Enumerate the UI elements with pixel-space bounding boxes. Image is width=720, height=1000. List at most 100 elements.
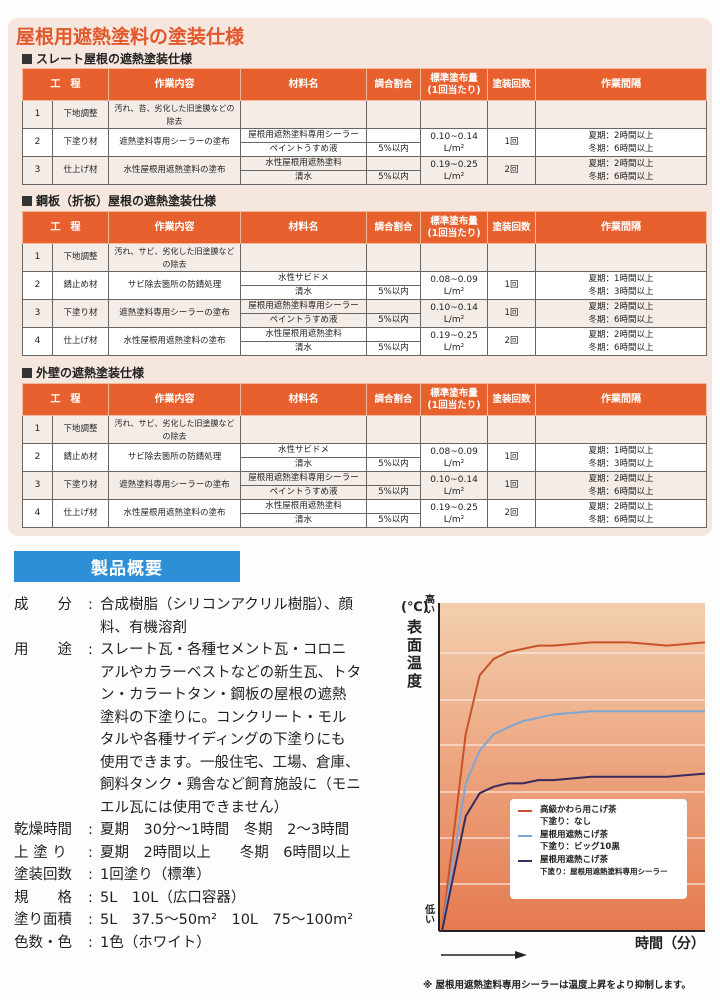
step-work: サビ除去箇所の防錆処理 [108, 443, 241, 472]
work-interval: 夏期：1時間以上 冬期：3時間以上 [535, 443, 707, 472]
work-interval: 夏期：2時間以上 冬期：6時間以上 [535, 327, 707, 356]
step-name: 錆止め材 [52, 271, 109, 300]
step-work: サビ除去箇所の防錆処理 [108, 271, 241, 300]
section-heading-slate: スレート屋根の遮熱塗装仕様 [22, 50, 192, 67]
product-spec-list: 成 分: 合成樹脂（シリコンアクリル樹脂）、顔 料、有機溶剤 用 途: スレート… [14, 594, 394, 954]
header-material: 材料名 [240, 68, 367, 101]
table-header-row: 工 程作業内容 材料名 調合割合 標準塗布量 (1回当たり) 塗装回数 作業間隔 [22, 383, 707, 416]
spec-row-composition: 成 分: 合成樹脂（シリコンアクリル樹脂）、顔 料、有機溶剤 [14, 597, 354, 636]
step-number: 3 [22, 471, 53, 500]
material-name: 水性屋根用遮熱塗料 [240, 156, 367, 171]
spec-row-coverage: 塗り面積: 5L 37.5～50m² 10L 75～100m² [14, 912, 354, 928]
material-name: 水性サビドメ [240, 271, 367, 286]
header-ratio: 調合割合 [366, 68, 421, 101]
step-name: 下地調整 [52, 243, 109, 272]
mix-ratio: 5%以内 [366, 341, 421, 356]
x-axis-label: 時間（分） [635, 936, 705, 952]
step-number: 3 [22, 156, 53, 185]
header-material: 材料名 [240, 383, 367, 416]
table-row: 4 仕上げ材 水性屋根用遮熱塗料の塗布 水性屋根用遮熱塗料 0.19~0.25 L/m² 2… [22, 499, 707, 528]
mix-ratio [366, 471, 421, 486]
work-interval: 夏期：2時間以上 冬期：6時間以上 [535, 128, 707, 157]
legend-swatch [518, 860, 532, 862]
mix-ratio [366, 443, 421, 458]
material-name: 清水 [240, 341, 367, 356]
square-bullet-icon [22, 195, 32, 206]
material-name: 清水 [240, 513, 367, 528]
step-number: 1 [22, 100, 53, 129]
chart-footnote: ※ 屋根用遮熱塗料専用シーラーは温度上昇をより抑制します。 [423, 980, 691, 991]
step-name: 下塗り材 [52, 471, 109, 500]
coverage-amount: 0.08~0.09 L/m² [420, 271, 488, 300]
table-row: 3 下塗り材 遮熱塗料専用シーラーの塗布 屋根用遮熱塗料専用シーラー 0.10~0.14… [22, 471, 707, 500]
material-name: 水性屋根用遮熱塗料 [240, 327, 367, 342]
header-amount: 標準塗布量 (1回当たり) [420, 383, 488, 416]
mix-ratio [366, 156, 421, 171]
header-ratio: 調合割合 [366, 383, 421, 416]
mix-ratio [366, 327, 421, 342]
table-row: 2 下塗り材 遮熱塗料専用シーラーの塗布 屋根用遮熱塗料専用シーラー 0.10~0.14… [22, 128, 707, 157]
step-number: 2 [22, 271, 53, 300]
spec-row-coat-count: 塗装回数: 1回塗り（標準） [14, 867, 211, 883]
work-interval: 夏期：2時間以上 冬期：6時間以上 [535, 156, 707, 185]
y-axis-low-label: 低い [425, 905, 435, 926]
surface-temperature-chart: (℃) 表面温度 高い 低い 高級かわら用こげ茶 下塗り：なし 屋根用遮熱こげ茶下… [395, 590, 720, 1000]
step-number: 2 [22, 443, 53, 472]
mix-ratio: 5%以内 [366, 513, 421, 528]
square-bullet-icon [22, 367, 32, 378]
material-name: ペイントうすめ液 [240, 313, 367, 328]
y-axis-high-label: 高い [425, 595, 435, 616]
table-row: 2 錆止め材 サビ除去箇所の防錆処理 水性サビドメ 0.08~0.09 L/m² 1回 夏期：… [22, 443, 707, 472]
header-interval: 作業間隔 [535, 211, 707, 244]
work-interval: 夏期：1時間以上 冬期：3時間以上 [535, 271, 707, 300]
header-amount: 標準塗布量 (1回当たり) [420, 68, 488, 101]
step-name: 下地調整 [52, 100, 109, 129]
material-name: 屋根用遮熱塗料専用シーラー [240, 299, 367, 314]
header-work: 作業内容 [108, 383, 241, 416]
table-header-row: 工 程作業内容 材料名 調合割合 標準塗布量 (1回当たり) 塗装回数 作業間隔 [22, 68, 707, 101]
step-number: 4 [22, 499, 53, 528]
step-work: 遮熱塗料専用シーラーの塗布 [108, 299, 241, 328]
step-name: 仕上げ材 [52, 156, 109, 185]
step-work: 水性屋根用遮熱塗料の塗布 [108, 499, 241, 528]
step-work: 水性屋根用遮熱塗料の塗布 [108, 156, 241, 185]
coat-count: 2回 [487, 327, 536, 356]
step-work: 汚れ、苔、劣化した旧塗膜などの除去 [108, 100, 241, 129]
table-header-row: 工 程作業内容 材料名 調合割合 標準塗布量 (1回当たり) 塗装回数 作業間隔 [22, 211, 707, 244]
table-row: 1 下地調整 汚れ、サビ、劣化した旧塗膜などの除去 [22, 415, 707, 444]
coverage-amount: 0.19~0.25 L/m² [420, 499, 488, 528]
mix-ratio [366, 128, 421, 143]
section-heading-wall: 外壁の遮熱塗装仕様 [22, 364, 144, 381]
coverage-amount: 0.19~0.25 L/m² [420, 327, 488, 356]
step-name: 仕上げ材 [52, 499, 109, 528]
header-coats: 塗装回数 [487, 211, 536, 244]
arrow-right-icon [515, 951, 527, 959]
coverage-amount: 0.10~0.14 L/m² [420, 299, 488, 328]
mix-ratio [366, 299, 421, 314]
table-row: 清水 5%以内 [23, 457, 707, 472]
coverage-amount: 0.19~0.25 L/m² [420, 156, 488, 185]
step-work: 遮熱塗料専用シーラーの塗布 [108, 471, 241, 500]
step-name: 下塗り材 [52, 299, 109, 328]
header-coats: 塗装回数 [487, 68, 536, 101]
mix-ratio: 5%以内 [366, 142, 421, 157]
coverage-amount: 0.10~0.14 L/m² [420, 471, 488, 500]
spec-row-color: 色数・色: 1色（ホワイト） [14, 934, 211, 951]
table-row: 4 仕上げ材 水性屋根用遮熱塗料の塗布 水性屋根用遮熱塗料 0.19~0.25 L/m² 2… [22, 327, 707, 356]
coat-count: 2回 [487, 156, 536, 185]
table-row: 1 下地調整 汚れ、サビ、劣化した旧塗膜などの除去 [22, 243, 707, 272]
spec-row-drying-time: 乾燥時間: 夏期 30分～1時間 冬期 2～3時間 [14, 822, 350, 838]
spec-table-steel: 工 程作業内容 材料名 調合割合 標準塗布量 (1回当たり) 塗装回数 作業間隔 1 下地調整汚… [22, 211, 707, 356]
step-work: 水性屋根用遮熱塗料の塗布 [108, 327, 241, 356]
header-coats: 塗装回数 [487, 383, 536, 416]
table-row: 3 下塗り材 遮熱塗料専用シーラーの塗布 屋根用遮熱塗料専用シーラー 0.10~0.14… [22, 299, 707, 328]
material-name: 清水 [240, 285, 367, 300]
coat-count: 1回 [487, 128, 536, 157]
step-name: 仕上げ材 [52, 327, 109, 356]
material-name: 屋根用遮熱塗料専用シーラー [240, 471, 367, 486]
step-work: 汚れ、サビ、劣化した旧塗膜などの除去 [108, 415, 241, 444]
header-process: 工 程 [22, 211, 109, 244]
step-work: 遮熱塗料専用シーラーの塗布 [108, 128, 241, 157]
table-row: 清水 5%以内 [23, 513, 707, 528]
step-number: 3 [22, 299, 53, 328]
